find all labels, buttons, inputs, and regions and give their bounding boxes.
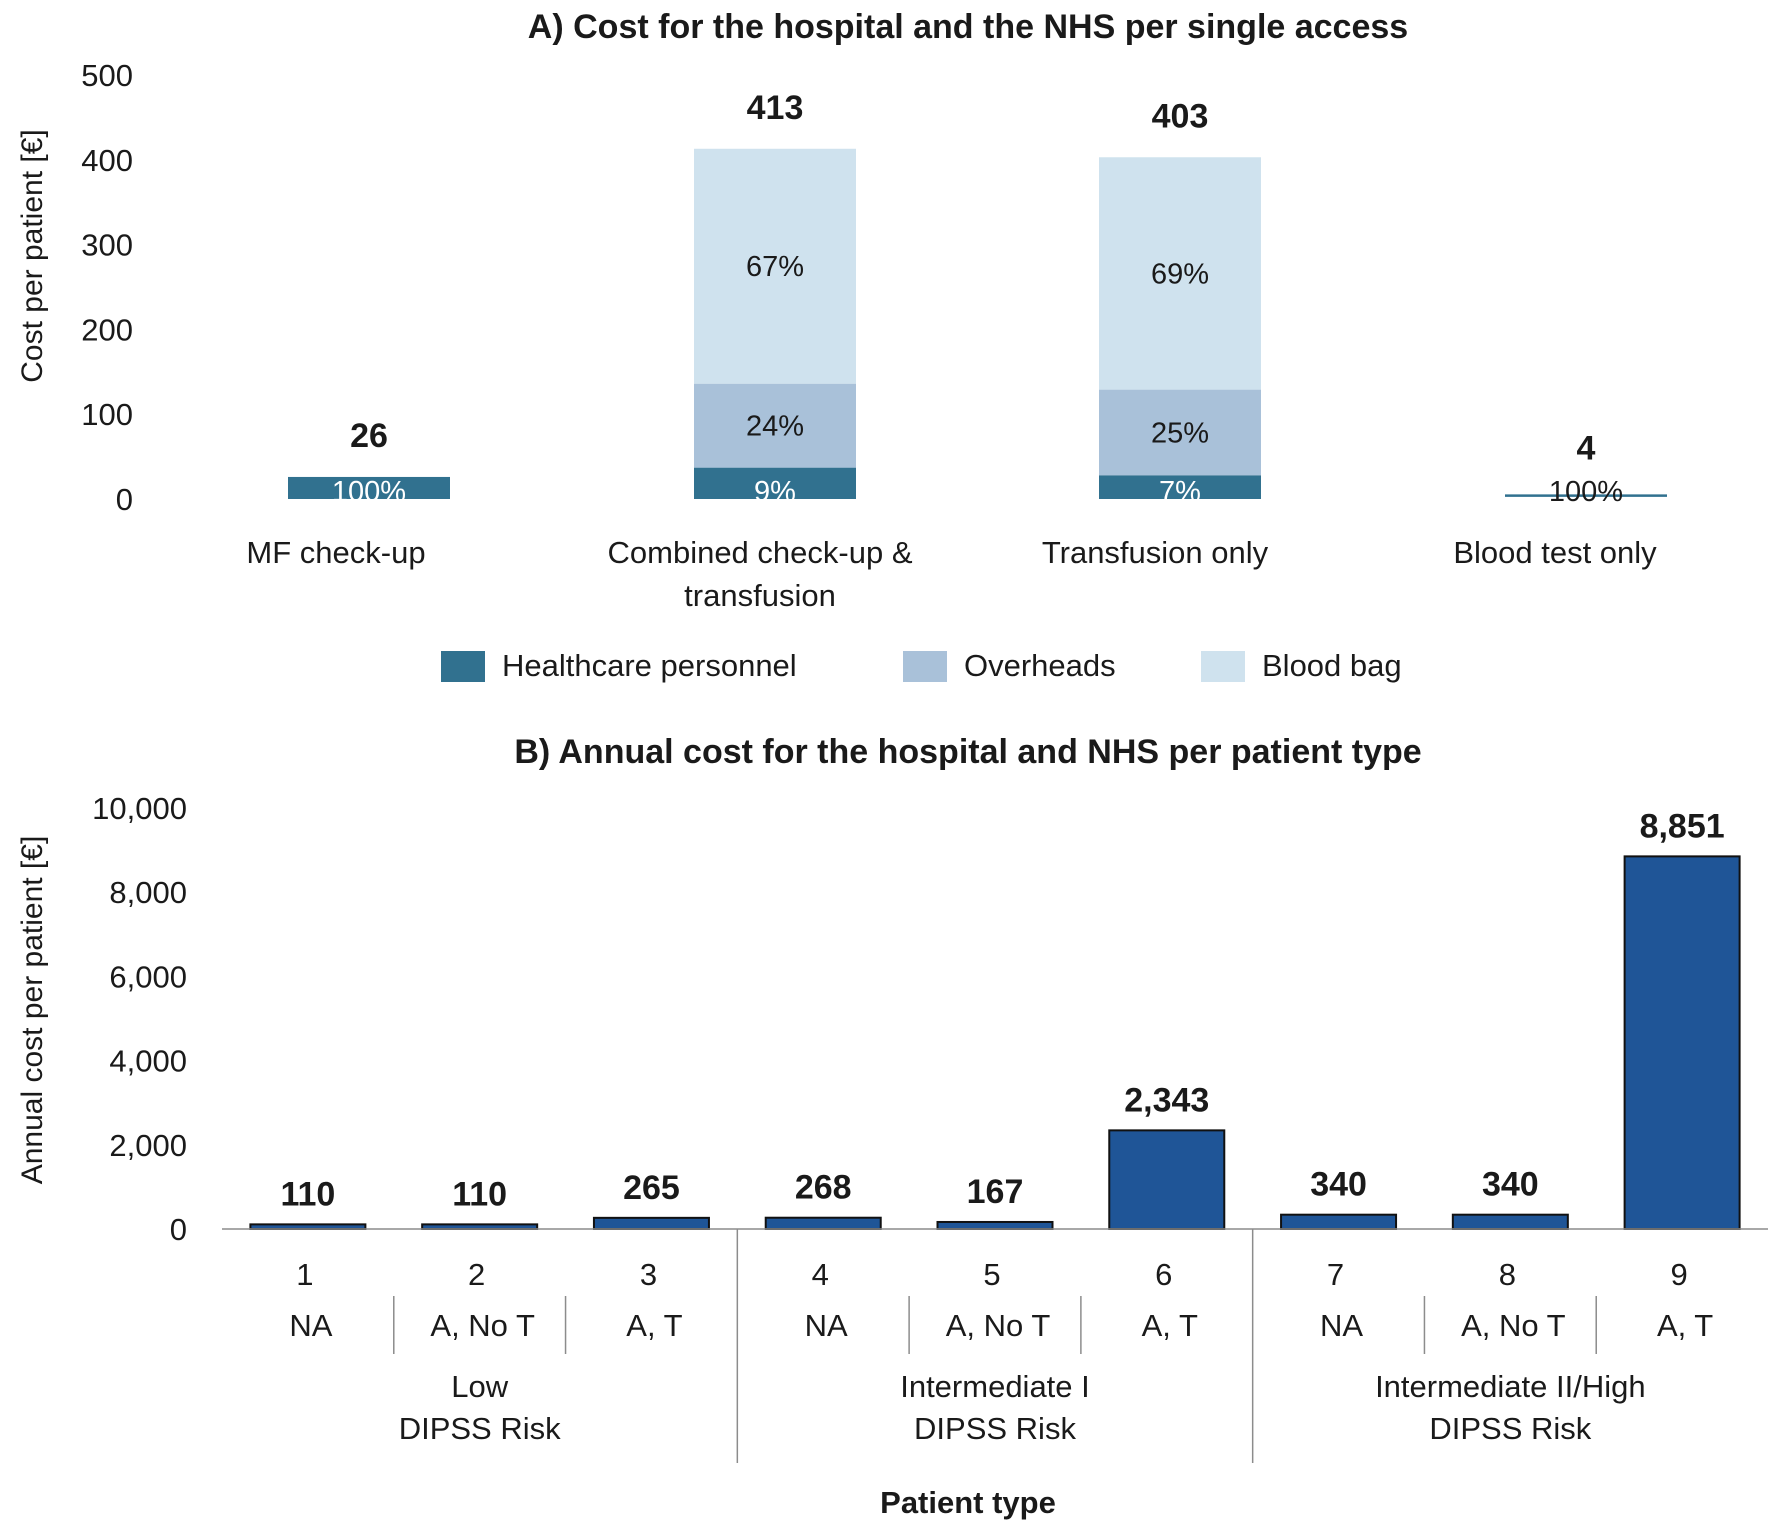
chart-a-segment-share-label: 25% — [1151, 417, 1209, 449]
chart-a-y-tick-label: 100 — [81, 397, 133, 432]
chart-b-category-label: 7 — [1327, 1257, 1344, 1292]
chart-b-group-label: DIPSS Risk — [399, 1411, 561, 1446]
chart-b-bar — [592, 1216, 710, 1231]
chart-a-category-label: Blood test only — [1453, 535, 1657, 570]
chart-b-category-label: 1 — [296, 1257, 313, 1292]
chart-b-category-label: 2 — [468, 1257, 485, 1292]
chart-b: B) Annual cost for the hospital and NHS … — [16, 733, 1768, 1520]
chart-a-y-tick-label: 400 — [81, 143, 133, 178]
chart-b-group-label: Intermediate I — [900, 1369, 1090, 1404]
chart-b-y-tick-label: 10,000 — [92, 791, 187, 826]
chart-b-group-label: DIPSS Risk — [914, 1411, 1076, 1446]
chart-a-segment-share-label: 7% — [1159, 476, 1201, 508]
chart-b-bar — [1280, 1213, 1398, 1231]
chart-a-bar-segment — [1099, 157, 1261, 390]
chart-b-subcategory-label: A, No T — [430, 1308, 535, 1343]
chart-a-bar-segment — [694, 383, 856, 468]
chart-a-bar-segment — [1099, 389, 1261, 476]
chart-b-value-label: 340 — [1482, 1166, 1539, 1204]
chart-a-total-label: 403 — [1152, 97, 1209, 135]
chart-a-segment-share-label: 69% — [1151, 258, 1209, 290]
chart-a-bar-segment — [694, 148, 856, 384]
chart-b-value-label: 340 — [1310, 1166, 1367, 1204]
chart-b-subcategory-label: NA — [289, 1308, 332, 1343]
chart-b-bars: 110 110 265 268 167 2,343 340 340 8,851 — [249, 807, 1741, 1231]
chart-a-category-label: Combined check-up & — [608, 535, 913, 570]
chart-a-segment-share-label: 100% — [332, 476, 406, 508]
chart-b-value-label: 265 — [623, 1169, 680, 1207]
legend-label: Blood bag — [1262, 648, 1402, 683]
chart-b-subcategory-label: A, T — [626, 1308, 682, 1343]
chart-b-category-label: 4 — [812, 1257, 829, 1292]
chart-b-bar — [1108, 1129, 1226, 1231]
chart-a: A) Cost for the hospital and the NHS per… — [16, 8, 1667, 683]
chart-b-value-label: 268 — [795, 1169, 852, 1207]
chart-b-subcategory-label: A, No T — [1461, 1308, 1566, 1343]
chart-b-value-label: 110 — [452, 1175, 507, 1213]
chart-a-y-tick-label: 500 — [81, 58, 133, 93]
chart-b-subcategory-label: A, T — [1142, 1308, 1198, 1343]
chart-b-group-label: Low — [451, 1369, 508, 1404]
chart-a-y-tick-label: 300 — [81, 228, 133, 263]
chart-b-y-tick-label: 6,000 — [109, 959, 187, 994]
chart-a-category-label: transfusion — [684, 578, 836, 613]
chart-a-bars: 100% 26 9% 24% 67% 413 7% 25% 69% 403 100% 4 — [288, 89, 1667, 508]
chart-b-value-label: 2,343 — [1124, 1081, 1209, 1119]
legend-label: Healthcare personnel — [502, 648, 797, 683]
chart-b-subcategory-label: NA — [805, 1308, 848, 1343]
chart-a-total-label: 26 — [350, 417, 388, 455]
chart-b-category-label: 9 — [1670, 1257, 1687, 1292]
chart-b-subcategory-label: NA — [1320, 1308, 1363, 1343]
chart-b-bar — [1623, 855, 1741, 1231]
chart-b-category-label: 3 — [640, 1257, 657, 1292]
chart-b-bar — [764, 1216, 882, 1230]
chart-a-segment-share-label: 67% — [746, 251, 804, 283]
chart-b-value-label: 110 — [280, 1175, 335, 1213]
chart-b-group-label: Intermediate II/High — [1375, 1369, 1646, 1404]
chart-a-y-axis-label: Cost per patient [€] — [16, 129, 49, 382]
chart-b-y-tick-label: 8,000 — [109, 875, 187, 910]
chart-b-category-label: 6 — [1155, 1257, 1172, 1292]
chart-a-bar-segment — [694, 467, 856, 499]
chart-b-x-axis-label: Patient type — [880, 1485, 1056, 1520]
chart-b-bar — [1451, 1213, 1569, 1231]
chart-a-category-label: MF check-up — [246, 535, 425, 570]
chart-a-bar-segment — [1099, 475, 1261, 499]
chart-b-title: B) Annual cost for the hospital and NHS … — [514, 733, 1421, 771]
chart-b-category-label: 5 — [983, 1257, 1000, 1292]
legend-swatch — [441, 651, 485, 682]
chart-b-y-tick-label: 4,000 — [109, 1044, 187, 1079]
chart-a-category-labels: MF check-up Combined check-up & transfusio… — [246, 535, 1657, 613]
legend-swatch — [1201, 651, 1245, 682]
chart-b-category-label: 8 — [1499, 1257, 1516, 1292]
chart-b-bar — [936, 1220, 1054, 1231]
chart-b-group-label: DIPSS Risk — [1429, 1411, 1591, 1446]
chart-a-total-label: 413 — [747, 89, 804, 127]
chart-a-bar-segment — [288, 476, 450, 499]
chart-b-x-axis: 1 NA 2 A, No T 3 A, T 4 NA 5 A, No T 6 A, T 7 NA 8 A, N… — [222, 1228, 1768, 1463]
chart-a-segment-share-label: 100% — [1549, 476, 1623, 508]
chart-b-y-tick-label: 0 — [170, 1212, 187, 1247]
chart-b-value-label: 8,851 — [1640, 807, 1725, 845]
chart-b-subcategory-label: A, T — [1657, 1308, 1713, 1343]
chart-a-legend: Healthcare personnel Overheads Blood bag — [441, 648, 1402, 683]
chart-a-y-tick-label: 0 — [116, 482, 133, 517]
chart-a-segment-share-label: 24% — [746, 411, 804, 443]
chart-a-y-tick-label: 200 — [81, 312, 133, 347]
chart-b-value-label: 167 — [967, 1173, 1024, 1211]
chart-b-subcategory-label: A, No T — [946, 1308, 1051, 1343]
chart-a-total-label: 4 — [1577, 430, 1596, 468]
legend-swatch — [903, 651, 947, 682]
legend-label: Overheads — [964, 648, 1116, 683]
chart-a-category-label: Transfusion only — [1042, 535, 1269, 570]
chart-b-y-tick-label: 2,000 — [109, 1128, 187, 1163]
chart-b-y-axis-label: Annual cost per patient [€] — [16, 836, 49, 1185]
chart-a-title: A) Cost for the hospital and the NHS per… — [528, 8, 1408, 46]
chart-b-y-ticks: 0 2,000 4,000 6,000 8,000 10,000 — [92, 791, 187, 1247]
chart-a-segment-share-label: 9% — [754, 476, 796, 508]
chart-a-y-ticks: 0 100 200 300 400 500 — [81, 58, 133, 517]
